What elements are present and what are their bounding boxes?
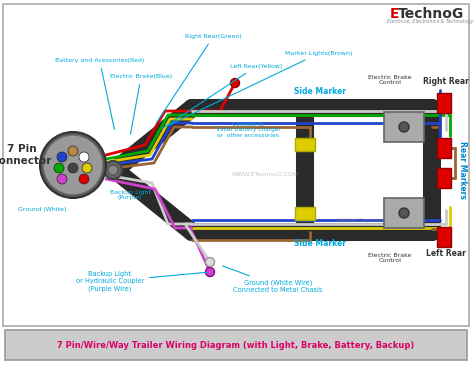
Bar — [437, 138, 451, 158]
Text: Backup Light
or Hydraulic Coupler
(Purple Wire): Backup Light or Hydraulic Coupler (Purpl… — [76, 271, 207, 291]
Text: Electric Brake(Blue): Electric Brake(Blue) — [110, 74, 172, 134]
Text: 7 Pin/Wire/Way Trailer Wiring Diagram (with Light, Brake, Battery, Backup): 7 Pin/Wire/Way Trailer Wiring Diagram (w… — [57, 340, 415, 350]
Circle shape — [399, 122, 409, 132]
Bar — [295, 138, 315, 151]
Circle shape — [57, 152, 67, 162]
Text: Electric Brake
Control: Electric Brake Control — [368, 75, 412, 85]
Text: Side Marker: Side Marker — [294, 239, 346, 247]
Text: Connect to
Trailer battery charger
or  other accessories: Connect to Trailer battery charger or ot… — [215, 122, 281, 138]
Circle shape — [104, 161, 122, 179]
Text: Rear Markers: Rear Markers — [458, 141, 467, 199]
Text: E: E — [390, 7, 400, 21]
Bar — [5, 330, 467, 360]
Circle shape — [82, 163, 92, 173]
Circle shape — [108, 165, 118, 175]
Text: Electrical, Electronics & Technology: Electrical, Electronics & Technology — [387, 19, 473, 25]
Text: Ground (White Wire)
Connected to Metal Chasis: Ground (White Wire) Connected to Metal C… — [223, 266, 323, 293]
Circle shape — [57, 174, 67, 184]
Circle shape — [40, 132, 106, 198]
Text: TechnoG: TechnoG — [398, 7, 464, 21]
Bar — [437, 93, 451, 113]
Circle shape — [68, 146, 78, 156]
Circle shape — [206, 258, 215, 266]
Circle shape — [230, 78, 239, 87]
Text: Battery and Acessories(Red): Battery and Acessories(Red) — [55, 58, 144, 129]
Text: Right Rear(Green): Right Rear(Green) — [156, 34, 242, 123]
Bar — [3, 4, 469, 326]
Text: Backup Light
(Purple): Backup Light (Purple) — [109, 190, 150, 201]
Bar — [384, 198, 424, 228]
Circle shape — [206, 268, 215, 276]
Bar — [437, 168, 451, 188]
Circle shape — [54, 163, 64, 173]
Circle shape — [79, 152, 89, 162]
Text: Marker Lights(Brown): Marker Lights(Brown) — [167, 51, 352, 126]
Bar — [295, 207, 315, 220]
Circle shape — [68, 163, 78, 173]
Text: Right Rear: Right Rear — [423, 78, 469, 86]
Circle shape — [79, 174, 89, 184]
Circle shape — [399, 208, 409, 218]
Text: WWW.ETechnoG.COM: WWW.ETechnoG.COM — [337, 217, 404, 223]
Text: Electric Brake
Control: Electric Brake Control — [368, 253, 412, 264]
Circle shape — [43, 135, 103, 195]
Bar — [437, 227, 451, 247]
Text: 7 Pin
Connector: 7 Pin Connector — [0, 144, 52, 166]
Text: WWW.ETechnoG.COM: WWW.ETechnoG.COM — [231, 172, 299, 178]
Text: Ground (White): Ground (White) — [18, 208, 66, 213]
Text: Left Rear: Left Rear — [426, 250, 466, 258]
Text: Side Marker: Side Marker — [294, 87, 346, 97]
Text: Left Rear(Yellow): Left Rear(Yellow) — [162, 64, 282, 128]
Bar — [384, 112, 424, 142]
